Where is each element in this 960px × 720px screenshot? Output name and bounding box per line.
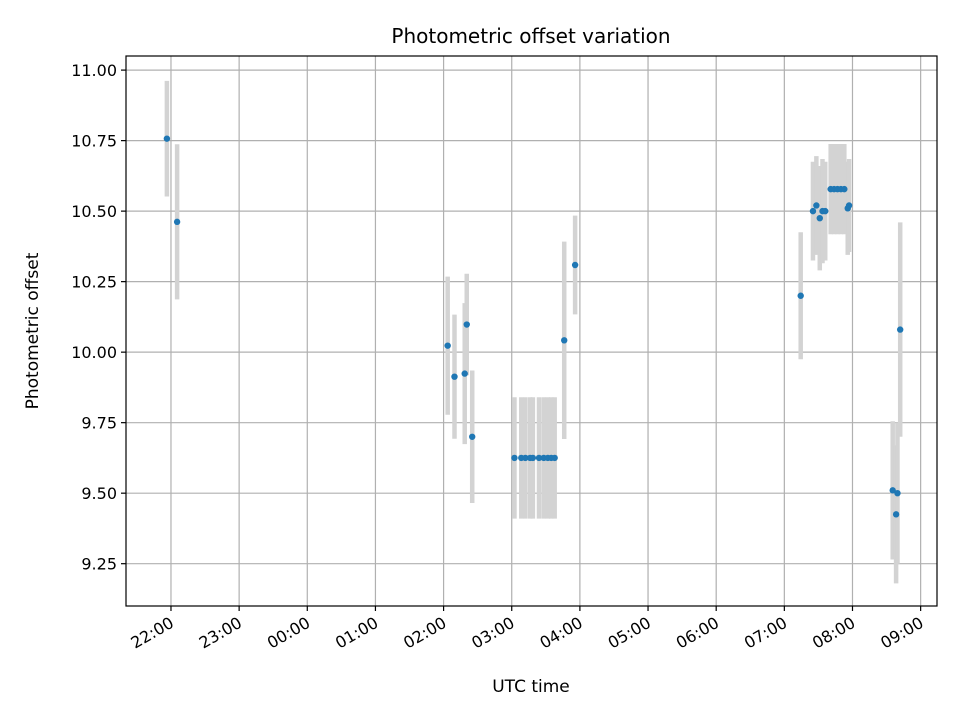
data-point: [845, 202, 853, 209]
data-point: [469, 433, 476, 440]
data-point: [816, 214, 823, 222]
data-point: [894, 489, 901, 497]
data-point: [461, 370, 468, 377]
data-point: [529, 454, 537, 462]
data-points: [163, 135, 904, 518]
y-tick-label: 9.75: [81, 414, 117, 433]
y-axis-title: Photometric offset: [23, 252, 43, 409]
data-point: [451, 373, 458, 380]
data-point: [797, 292, 804, 299]
data-point: [822, 207, 829, 215]
data-point: [522, 454, 529, 462]
data-point: [892, 511, 900, 518]
data-point: [813, 202, 820, 209]
x-axis-title: UTC time: [492, 677, 570, 697]
chart-title: Photometric offset variation: [391, 24, 670, 48]
data-point: [163, 135, 171, 142]
y-tick-label: 9.25: [81, 555, 117, 574]
plot-frame: [125, 55, 938, 607]
y-tick-label: 11.00: [71, 61, 117, 80]
data-point: [889, 487, 896, 494]
data-point: [551, 454, 558, 462]
data-point: [571, 261, 579, 269]
y-tick-label: 10.50: [71, 202, 117, 221]
data-point: [809, 207, 817, 215]
data-point: [511, 454, 518, 462]
data-point: [463, 321, 470, 328]
data-point: [444, 342, 451, 349]
y-axis-ticks: 9.25 9.50 9.75 10.00 10.25 10.50 10.75 11.00: [71, 61, 126, 574]
y-tick-label: 9.50: [81, 484, 117, 503]
data-point: [173, 218, 181, 226]
y-tick-label: 10.00: [71, 343, 117, 362]
data-point: [561, 337, 568, 344]
y-tick-label: 10.75: [71, 132, 117, 151]
data-point: [896, 326, 904, 333]
data-point: [841, 185, 848, 193]
y-tick-label: 10.25: [71, 273, 117, 292]
data-point: [535, 454, 543, 462]
